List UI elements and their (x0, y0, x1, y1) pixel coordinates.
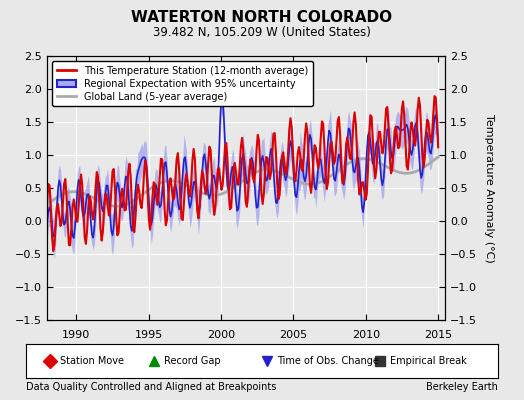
Text: Berkeley Earth: Berkeley Earth (426, 382, 498, 392)
Text: Data Quality Controlled and Aligned at Breakpoints: Data Quality Controlled and Aligned at B… (26, 382, 277, 392)
Text: Record Gap: Record Gap (164, 356, 221, 366)
Text: 1995: 1995 (134, 330, 162, 340)
Text: WATERTON NORTH COLORADO: WATERTON NORTH COLORADO (132, 10, 392, 25)
Text: 2015: 2015 (424, 330, 452, 340)
Text: 39.482 N, 105.209 W (United States): 39.482 N, 105.209 W (United States) (153, 26, 371, 39)
Text: Time of Obs. Change: Time of Obs. Change (277, 356, 379, 366)
Text: Station Move: Station Move (60, 356, 124, 366)
Y-axis label: Temperature Anomaly (°C): Temperature Anomaly (°C) (484, 114, 494, 262)
Text: 2010: 2010 (352, 330, 380, 340)
Text: Empirical Break: Empirical Break (390, 356, 467, 366)
Text: 2005: 2005 (279, 330, 308, 340)
Text: 2000: 2000 (207, 330, 235, 340)
Legend: This Temperature Station (12-month average), Regional Expectation with 95% uncer: This Temperature Station (12-month avera… (52, 61, 313, 106)
Text: 1990: 1990 (62, 330, 90, 340)
